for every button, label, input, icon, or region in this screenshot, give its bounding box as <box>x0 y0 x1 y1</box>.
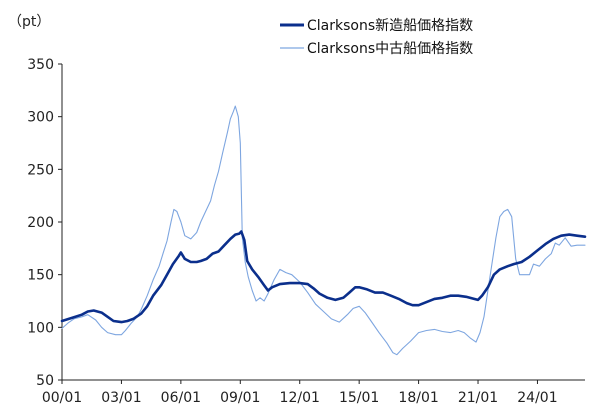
y-tick-label: 300 <box>27 110 54 126</box>
series-layer <box>60 105 587 356</box>
y-tick-label: 100 <box>27 320 54 336</box>
x-tick-label: 24/01 <box>517 390 557 406</box>
axes: 50 100 150 200 250 300 350 00/01 03/01 06/01 09/01… <box>27 57 585 406</box>
y-tick-label: 50 <box>36 373 54 389</box>
x-tick-label: 06/01 <box>161 390 201 406</box>
x-tick-label: 09/01 <box>220 390 260 406</box>
x-tick-label: 21/01 <box>458 390 498 406</box>
legend: Clarksons新造船価格指数 Clarksons中古船価格指数 <box>280 18 473 57</box>
y-axis-unit-label: （pt） <box>8 14 50 30</box>
series-line-secondhand <box>61 105 586 356</box>
series-line-newbuild <box>60 230 587 324</box>
x-tick-label: 12/01 <box>280 390 320 406</box>
y-tick-label: 200 <box>27 215 54 231</box>
y-tick-label: 350 <box>27 57 54 73</box>
x-tick-label: 00/01 <box>42 390 82 406</box>
legend-label-secondhand: Clarksons中古船価格指数 <box>307 41 473 57</box>
x-tick-label: 15/01 <box>339 390 379 406</box>
x-tick-label: 18/01 <box>398 390 438 406</box>
y-tick-label: 150 <box>27 268 54 284</box>
x-tick-label: 03/01 <box>101 390 141 406</box>
legend-label-newbuild: Clarksons新造船価格指数 <box>307 18 473 34</box>
y-tick-label: 250 <box>27 162 54 178</box>
